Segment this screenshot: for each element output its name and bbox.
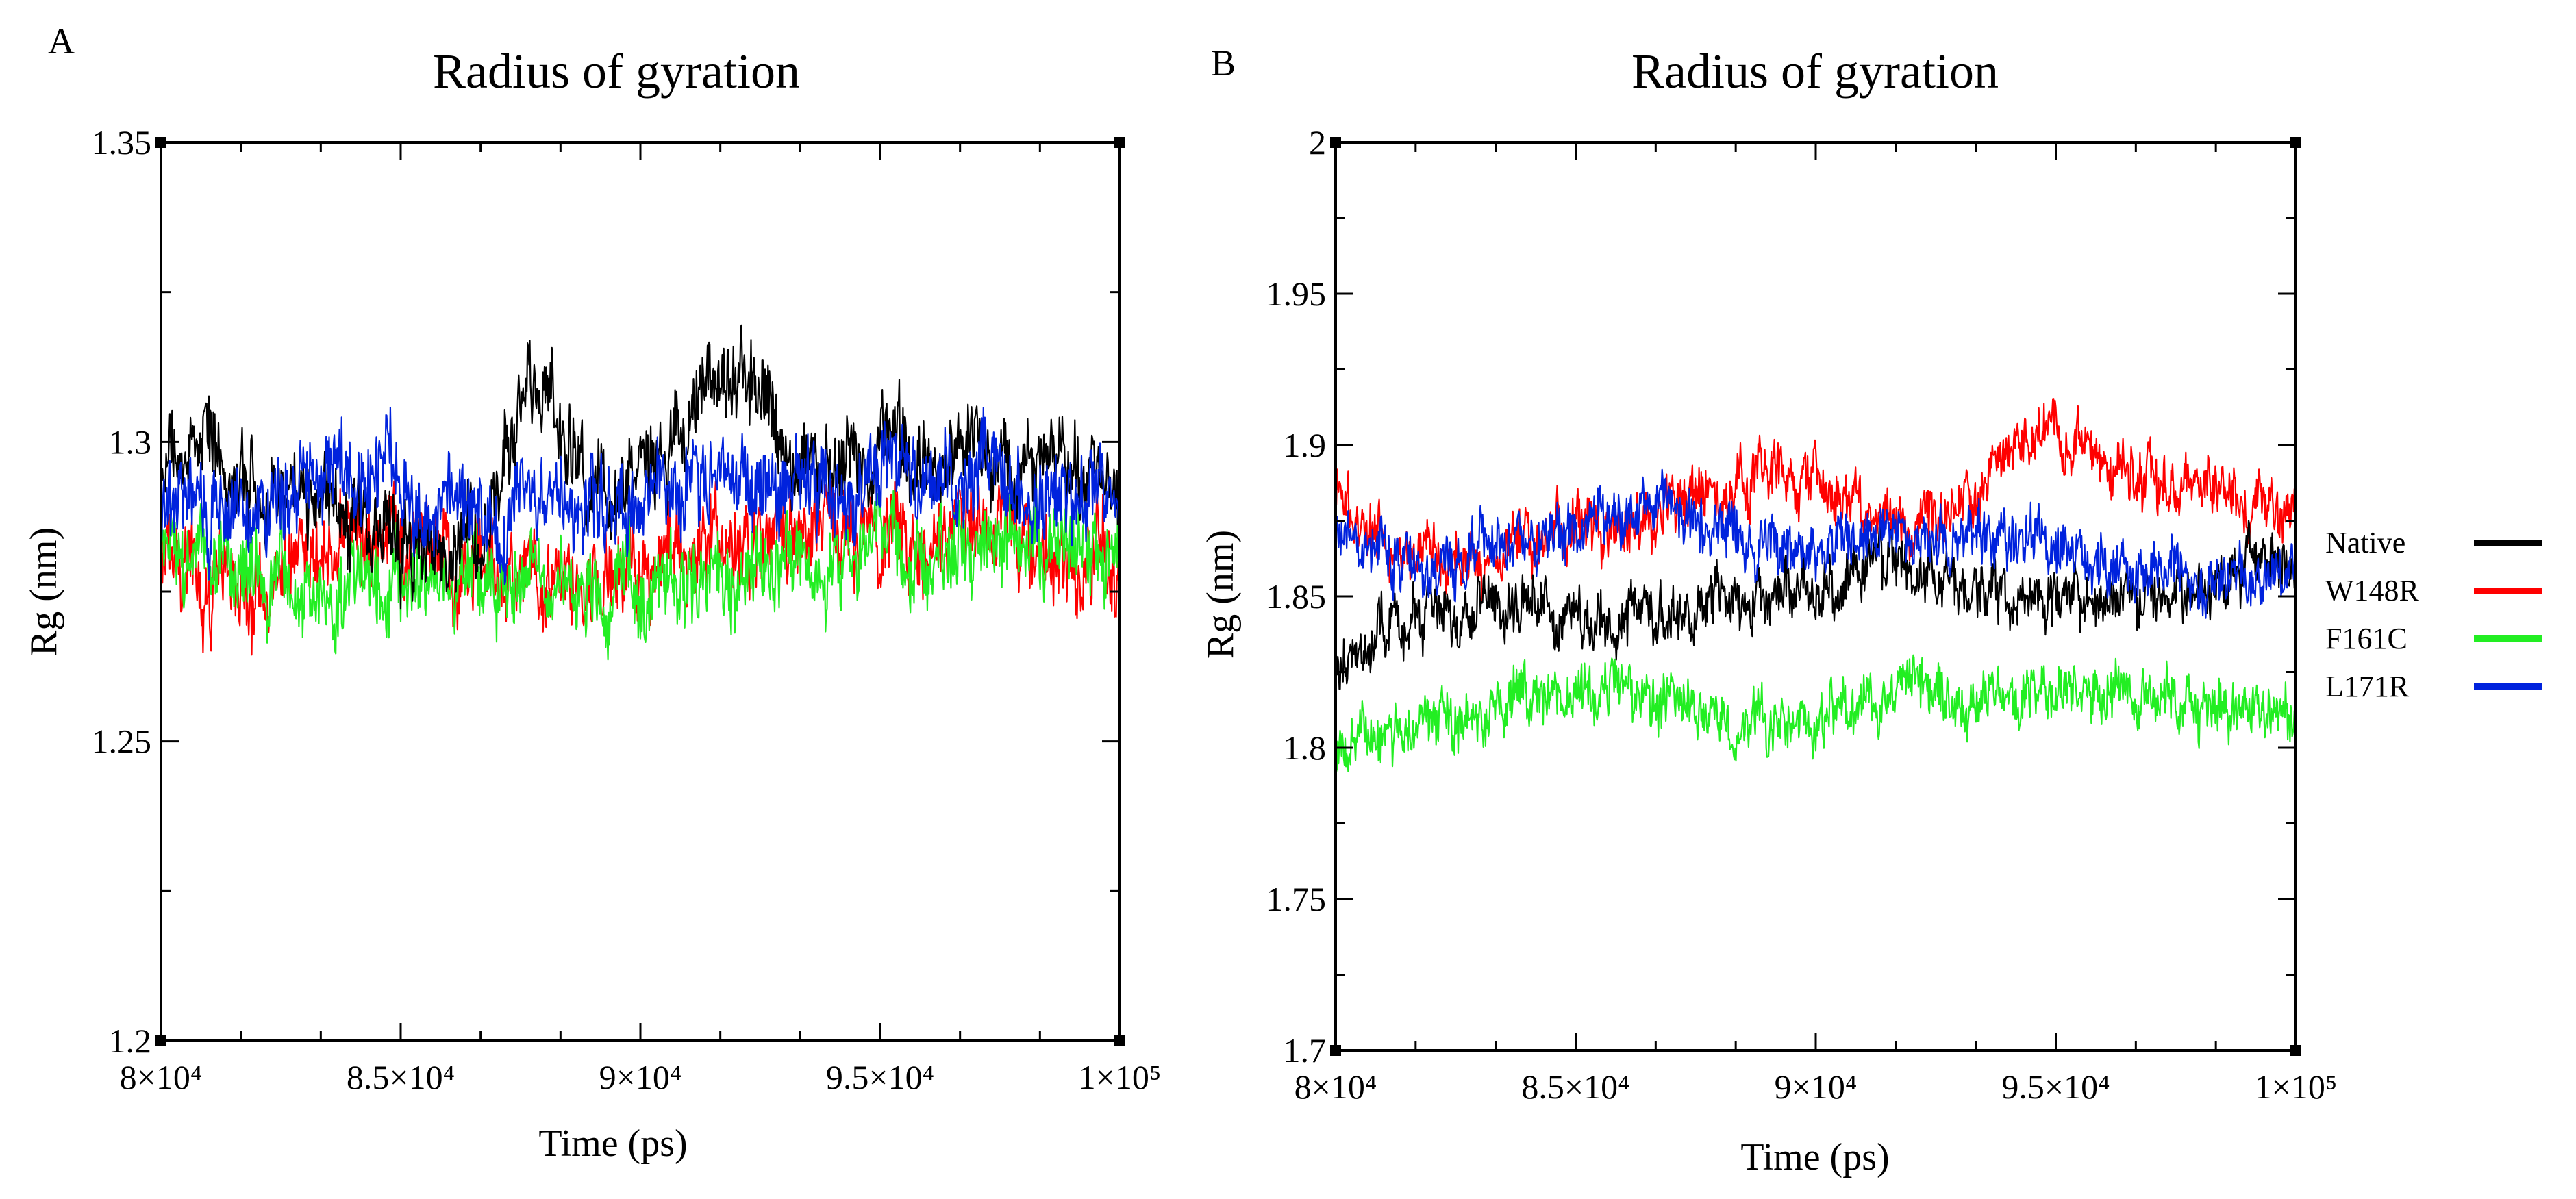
x-tick-label: 8.5×10⁴: [347, 1058, 455, 1096]
y-tick-label: 1.3: [109, 422, 152, 461]
x-tick-label: 9×10⁴: [1775, 1068, 1858, 1106]
panel-a-title: Radius of gyration: [433, 44, 800, 99]
panel-a-x-ticks: 8×10⁴ 8.5×10⁴ 9×10⁴ 9.5×10⁴ 1×10⁵: [120, 142, 1162, 1096]
series-line-f161c: [161, 475, 1120, 661]
panel-b-x-ticks: 8×10⁴ 8.5×10⁴ 9×10⁴ 9.5×10⁴ 1×10⁵: [1295, 142, 2338, 1106]
panel-b-plot-area: [1336, 398, 2296, 772]
panel-a: A Radius of gyration 1.2 1.25 1.3 1.35 8×10…: [23, 21, 1161, 1165]
x-tick-label: 9×10⁴: [599, 1058, 682, 1096]
x-tick-label: 9.5×10⁴: [2001, 1068, 2110, 1106]
x-tick-label: 1×10⁵: [2255, 1068, 2338, 1106]
y-tick-label: 1.85: [1266, 577, 1327, 616]
series-line-f161c: [1336, 654, 2296, 772]
panel-b-x-axis-label: Time (ps): [1740, 1136, 1889, 1178]
series-line-l171r: [1336, 468, 2296, 619]
y-tick-label: 2: [1309, 123, 1326, 162]
panel-b-legend: Native W148R F161C L171R: [2325, 526, 2542, 703]
panel-b-y-ticks: 1.7 1.75 1.8 1.85 1.9 1.95 2: [1266, 123, 2296, 1070]
panel-b-title: Radius of gyration: [1631, 44, 1999, 99]
y-tick-label: 1.8: [1284, 729, 1327, 767]
y-tick-label: 1.2: [109, 1022, 152, 1060]
x-tick-label: 8×10⁴: [1295, 1068, 1377, 1106]
panel-a-x-axis-label: Time (ps): [538, 1122, 687, 1165]
y-tick-label: 1.95: [1266, 275, 1327, 313]
x-tick-label: 9.5×10⁴: [826, 1058, 934, 1096]
x-tick-label: 8×10⁴: [120, 1058, 203, 1096]
panel-b-letter: B: [1211, 42, 1236, 84]
x-tick-label: 1×10⁵: [1079, 1058, 1162, 1096]
legend-label-native: Native: [2325, 526, 2405, 559]
panel-b: B Radius of gyration 1.71.751.81.851.91.…: [1199, 42, 2542, 1178]
series-line-native: [161, 324, 1120, 610]
series-line-w148r: [1336, 398, 2296, 603]
panel-a-plot-area: [161, 324, 1120, 661]
x-tick-label: 8.5×10⁴: [1521, 1068, 1629, 1106]
series-line-native: [1336, 520, 2296, 690]
panel-a-y-axis-label: Rg (nm): [23, 527, 65, 656]
legend-label-w148r: W148R: [2325, 574, 2420, 607]
y-tick-label: 1.35: [92, 123, 152, 162]
panel-a-letter: A: [48, 21, 75, 62]
legend-label-f161c: F161C: [2325, 622, 2408, 655]
legend-label-l171r: L171R: [2325, 670, 2410, 703]
y-tick-label: 1.75: [1266, 880, 1327, 918]
y-tick-label: 1.25: [92, 722, 152, 761]
panel-b-y-axis-label: Rg (nm): [1199, 530, 1242, 659]
series-line-l171r: [161, 406, 1120, 585]
y-tick-label: 1.9: [1284, 426, 1327, 464]
y-tick-label: 1.7: [1284, 1031, 1327, 1070]
panel-a-y-ticks: 1.2 1.25 1.3 1.35: [92, 123, 1120, 1060]
